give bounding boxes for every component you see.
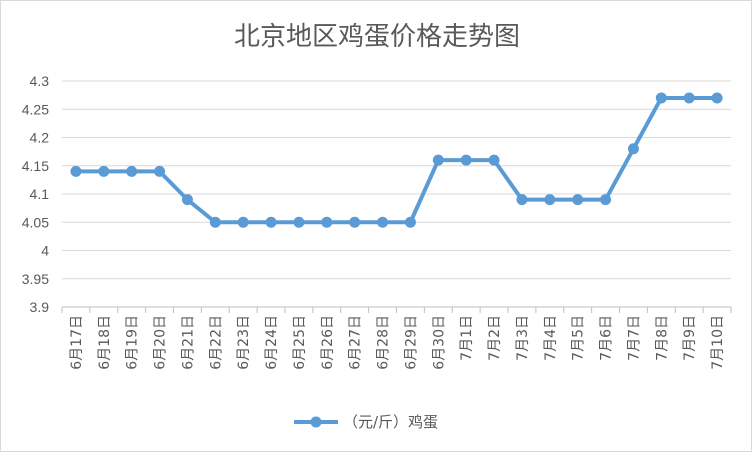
x-tick-label: 7月1日: [459, 315, 475, 361]
x-tick-label: 7月10日: [710, 315, 726, 370]
data-point: [265, 216, 277, 228]
x-tick-label: 6月19日: [125, 315, 141, 370]
y-tick-label: 3.9: [30, 299, 50, 315]
x-tick-label: 6月28日: [376, 315, 392, 370]
x-axis: [61, 306, 732, 313]
x-tick-label: 6月22日: [208, 315, 224, 370]
y-tick-label: 4.15: [22, 158, 49, 174]
x-tick-label: 7月6日: [599, 315, 615, 361]
x-tick-label: 7月4日: [543, 315, 559, 361]
data-point: [627, 143, 639, 155]
y-tick-label: 4.3: [30, 73, 50, 89]
x-tick-label: 7月3日: [515, 315, 531, 361]
y-tick-label: 4.25: [22, 101, 49, 117]
y-tick-label: 4.1: [30, 186, 50, 202]
data-point: [516, 194, 528, 206]
x-tick-label: 7月7日: [626, 315, 642, 361]
data-point: [126, 165, 138, 177]
data-point: [349, 216, 361, 228]
legend-point-marker: [310, 416, 322, 428]
x-tick-label: 6月21日: [180, 315, 196, 370]
x-tick-label: 7月5日: [571, 315, 587, 361]
data-point: [572, 194, 584, 206]
data-point: [655, 92, 667, 104]
data-point: [432, 154, 444, 166]
data-point: [209, 216, 221, 228]
x-tick-label: 7月2日: [487, 315, 503, 361]
data-point: [377, 216, 389, 228]
x-tick-label: 6月24日: [264, 315, 280, 370]
y-tick-label: 3.95: [22, 271, 49, 287]
x-tick-label: 6月27日: [348, 315, 364, 370]
y-tick-label: 4.2: [30, 130, 50, 146]
data-point: [683, 92, 695, 104]
gridlines: [62, 80, 731, 280]
data-point: [98, 165, 110, 177]
data-point: [154, 165, 166, 177]
data-point: [600, 194, 612, 206]
x-tick-label: 6月17日: [69, 315, 85, 370]
series-layer: [70, 92, 723, 228]
x-tick-label: 6月26日: [320, 315, 336, 370]
x-tick-label: 6月20日: [153, 315, 169, 370]
data-point: [488, 154, 500, 166]
data-point: [711, 92, 723, 104]
y-tick-label: 4: [41, 243, 49, 259]
data-point: [321, 216, 333, 228]
data-point: [404, 216, 416, 228]
data-point: [181, 194, 193, 206]
x-tick-label: 6月30日: [431, 315, 447, 370]
x-tick-label: 7月8日: [654, 315, 670, 361]
x-tick-label: 6月29日: [403, 315, 419, 370]
legend: （元/斤）鸡蛋: [294, 413, 438, 431]
y-axis-ticks: 3.9 3.95 4 4.05 4.1 4.15 4.2 4.25 4.3: [22, 73, 49, 315]
x-axis-ticks: 6月17日 6月18日 6月19日 6月20日 6月21日 6月22日 6月23日 6月24日…: [69, 315, 726, 370]
legend-label: （元/斤）鸡蛋: [343, 413, 438, 431]
x-tick-label: 7月9日: [682, 315, 698, 361]
data-point: [70, 165, 82, 177]
data-point: [460, 154, 472, 166]
data-point: [544, 194, 556, 206]
series-line: [75, 95, 718, 225]
x-tick-label: 6月25日: [292, 315, 308, 370]
data-point: [237, 216, 249, 228]
chart-title: 北京地区鸡蛋价格走势图: [234, 22, 520, 52]
x-tick-label: 6月23日: [236, 315, 252, 370]
x-tick-label: 6月18日: [97, 315, 113, 370]
y-tick-label: 4.05: [22, 214, 49, 230]
data-point: [293, 216, 305, 228]
